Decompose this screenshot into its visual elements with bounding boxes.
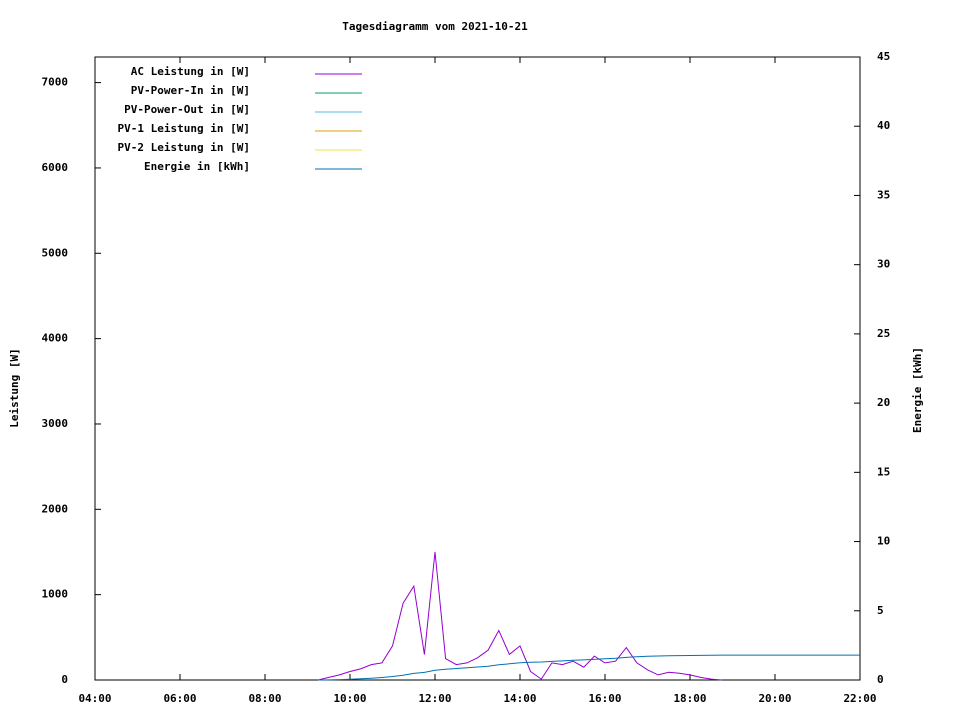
plot-frame bbox=[94, 56, 861, 681]
y-tick-label: 2000 bbox=[42, 502, 69, 515]
x-tick-label: 10:00 bbox=[333, 692, 366, 705]
chart-title: Tagesdiagramm vom 2021-10-21 bbox=[342, 20, 528, 33]
y2-tick-label: 35 bbox=[877, 188, 890, 201]
y-tick-label: 1000 bbox=[42, 588, 69, 601]
legend-label: PV-Power-Out in [W] bbox=[124, 103, 250, 116]
y-tick-label: 4000 bbox=[42, 332, 69, 345]
y2-tick-label: 5 bbox=[877, 604, 884, 617]
legend-label: PV-1 Leistung in [W] bbox=[118, 122, 250, 135]
legend-label: PV-2 Leistung in [W] bbox=[118, 141, 250, 154]
legend-label: PV-Power-In in [W] bbox=[131, 84, 250, 97]
y-tick-label: 3000 bbox=[42, 417, 69, 430]
series-line bbox=[317, 551, 722, 681]
y2-tick-label: 25 bbox=[877, 327, 890, 340]
x-tick-label: 22:00 bbox=[843, 692, 876, 705]
y2-tick-label: 15 bbox=[877, 465, 890, 478]
x-tick-label: 20:00 bbox=[758, 692, 791, 705]
y2-tick-label: 45 bbox=[877, 50, 890, 63]
x-tick-label: 14:00 bbox=[503, 692, 536, 705]
x-tick-label: 06:00 bbox=[163, 692, 196, 705]
series-line bbox=[318, 654, 860, 681]
y-tick-label: 5000 bbox=[42, 246, 69, 259]
y-tick-label: 0 bbox=[61, 673, 68, 686]
x-tick-label: 16:00 bbox=[588, 692, 621, 705]
y-axis-label: Leistung [W] bbox=[8, 348, 21, 427]
y2-tick-label: 30 bbox=[877, 258, 890, 271]
y2-tick-label: 40 bbox=[877, 119, 890, 132]
legend-label: Energie in [kWh] bbox=[144, 160, 250, 173]
y-tick-label: 6000 bbox=[42, 161, 69, 174]
y2-tick-label: 10 bbox=[877, 535, 890, 548]
y2-axis-label: Energie [kWh] bbox=[911, 347, 924, 433]
x-tick-label: 12:00 bbox=[418, 692, 451, 705]
y2-tick-label: 20 bbox=[877, 396, 890, 409]
x-tick-label: 08:00 bbox=[248, 692, 281, 705]
y2-tick-label: 0 bbox=[877, 673, 884, 686]
y-tick-label: 7000 bbox=[42, 76, 69, 89]
x-tick-label: 18:00 bbox=[673, 692, 706, 705]
x-tick-label: 04:00 bbox=[78, 692, 111, 705]
legend-label: AC Leistung in [W] bbox=[131, 65, 250, 78]
